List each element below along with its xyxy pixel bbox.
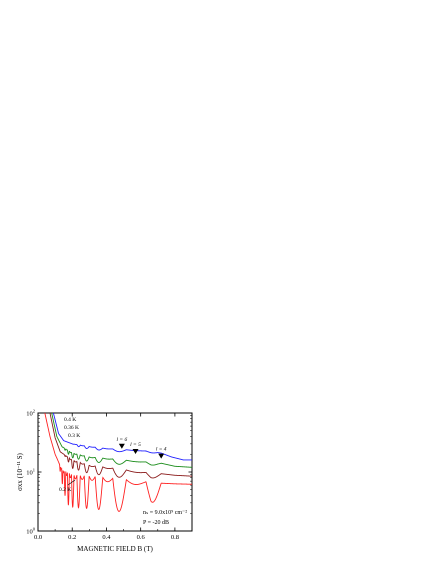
landau-markers: l = 6l = 5 l = 4 bbox=[116, 437, 167, 459]
y-axis-label: σxx (10⁻¹¹ S) bbox=[16, 452, 24, 490]
marker-triangle bbox=[132, 448, 139, 454]
x-tick-label: 0.6 bbox=[137, 534, 146, 541]
marker-label: l = 6 bbox=[116, 437, 127, 443]
label-0-2k-pointer bbox=[67, 479, 76, 486]
tick-labels: 0.0 0.2 0.4 0.6 0.8 100 101 102 bbox=[26, 409, 179, 542]
y-tick-label: 102 bbox=[26, 409, 35, 418]
y-tick-label: 101 bbox=[26, 468, 35, 477]
marker-label: l = 4 bbox=[156, 446, 167, 453]
marker-triangle bbox=[158, 453, 165, 459]
annotation-density: nₛ = 9.0x10⁹ cm⁻² bbox=[143, 510, 187, 516]
marker-triangle bbox=[118, 443, 125, 449]
marker-label: l = 5 bbox=[130, 442, 141, 448]
x-tick-label: 0.2 bbox=[68, 534, 76, 541]
series-line-2 bbox=[49, 412, 192, 479]
series-line-3 bbox=[44, 412, 193, 512]
x-axis-label: MAGNETIC FIELD B (T) bbox=[77, 545, 153, 553]
label-0-2k: 0.2 K bbox=[59, 487, 71, 493]
axis-ticks bbox=[37, 412, 193, 532]
series-line-1 bbox=[51, 412, 193, 468]
series-line-0 bbox=[52, 412, 192, 461]
y-tick-label: 100 bbox=[26, 527, 36, 536]
annotation-power: P = -20 dB bbox=[143, 520, 169, 526]
label-0-3k: 0.3 K bbox=[68, 433, 80, 439]
x-tick-label: 0.0 bbox=[34, 534, 42, 541]
x-tick-label: 0.8 bbox=[171, 534, 179, 541]
label-0-36k: 0.36 K bbox=[64, 425, 79, 431]
x-tick-label: 0.4 bbox=[102, 534, 111, 541]
label-0-4k: 0.4 K bbox=[64, 417, 76, 423]
series-group bbox=[44, 412, 193, 512]
